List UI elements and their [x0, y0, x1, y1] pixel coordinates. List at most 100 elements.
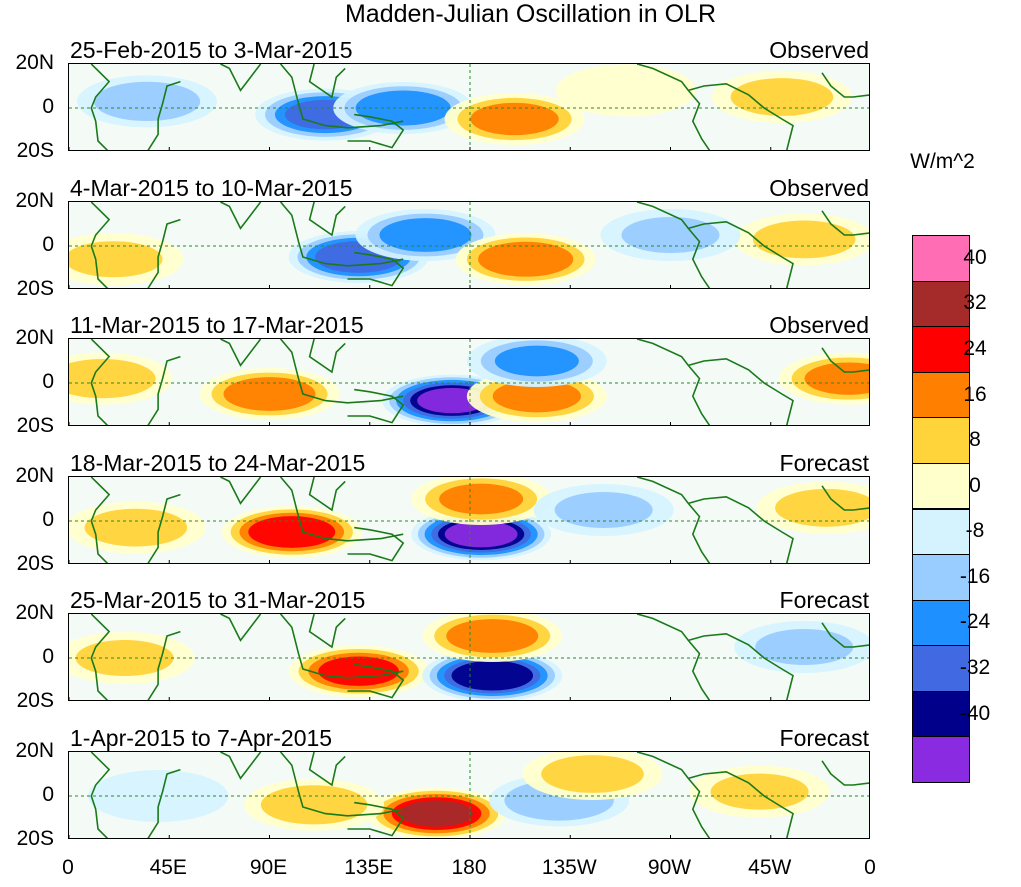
panel-date-range: 11-Mar-2015 to 17-Mar-2015 — [70, 312, 364, 338]
colorbar-label: -8 — [965, 519, 985, 543]
map-panel: 11-Mar-2015 to 17-Mar-2015 Observed 20N 0 20… — [0, 312, 880, 452]
anomaly-contour — [355, 90, 451, 126]
coastline — [688, 357, 794, 425]
colorbar-label: 8 — [969, 428, 981, 452]
anomaly-contour — [69, 240, 163, 277]
coastline — [220, 476, 262, 505]
coastline — [347, 801, 405, 837]
map-panel: 18-Mar-2015 to 24-Mar-2015 Forecast 20N 0 20… — [0, 450, 880, 590]
coastline — [636, 614, 711, 700]
coastline — [688, 220, 794, 288]
x-tick-label: 90W — [647, 856, 692, 879]
anomaly-contour — [730, 78, 834, 116]
y-tick-label: 20S — [16, 414, 54, 437]
y-tick-label: 0 — [42, 370, 54, 393]
anomaly-contour — [775, 488, 869, 527]
x-tick-label: 45W — [748, 856, 792, 879]
y-tick-label: 20S — [16, 551, 54, 575]
olr-map — [68, 63, 870, 151]
coastline — [821, 484, 869, 511]
colorbar-swatch — [912, 371, 970, 419]
coastline — [636, 64, 711, 150]
coastline — [821, 209, 869, 236]
anomaly-contour — [492, 380, 581, 413]
colorbar-swatch — [912, 326, 970, 373]
coastline — [90, 339, 111, 425]
colorbar-label: -40 — [959, 701, 991, 725]
x-tick-label: 90E — [249, 856, 288, 879]
y-tick-label: 20N — [15, 188, 54, 212]
panel-type-label: Forecast — [779, 449, 869, 476]
anomaly-contour — [439, 483, 524, 514]
coastline — [90, 751, 111, 838]
coastline — [279, 339, 404, 404]
colorbar-label: -16 — [959, 564, 991, 588]
colorbar-label: 24 — [963, 336, 987, 360]
colorbar-units: W/m^2 — [910, 150, 975, 173]
chart-title: Madden-Julian Oscillation in OLR — [344, 0, 716, 28]
anomaly-contour — [318, 656, 399, 686]
olr-map-svg — [69, 476, 869, 563]
y-tick-label: 20N — [15, 463, 54, 487]
coastline — [688, 82, 794, 150]
y-tick-label: 0 — [42, 645, 54, 668]
coastline — [147, 218, 181, 288]
coastline — [821, 72, 869, 98]
colorbar-swatch — [912, 736, 970, 783]
x-tick-label: 0 — [62, 856, 74, 879]
anomaly-contour — [400, 799, 473, 827]
olr-map-svg — [69, 201, 869, 288]
colorbar-label: 40 — [963, 245, 987, 269]
coastline — [347, 251, 405, 287]
panel-date-range: 25-Mar-2015 to 31-Mar-2015 — [70, 587, 366, 613]
coastline — [147, 355, 181, 425]
olr-map-svg — [69, 339, 869, 425]
panel-date-range: 4-Mar-2015 to 10-Mar-2015 — [70, 174, 353, 201]
coastline — [347, 113, 405, 149]
coastline — [220, 64, 262, 92]
coastline — [279, 476, 404, 542]
x-tick-label: 45E — [149, 856, 187, 879]
colorbar-swatch — [912, 462, 970, 510]
y-tick-label: 0 — [42, 782, 54, 806]
coastline — [279, 64, 404, 129]
olr-map — [68, 750, 870, 839]
map-panel: 1-Apr-2015 to 7-Apr-2015 Forecast 20N 0 20S — [0, 725, 880, 865]
coastline — [147, 630, 181, 700]
colorbar-label: 32 — [963, 291, 987, 315]
y-tick-label: 20N — [15, 326, 54, 349]
anomaly-contour — [554, 491, 653, 528]
colorbar-label: -24 — [959, 610, 991, 634]
panel-date-range: 25-Feb-2015 to 3-Mar-2015 — [70, 37, 353, 63]
olr-map — [68, 338, 870, 426]
colorbar-swatch — [912, 417, 970, 464]
colorbar-swatch — [912, 645, 970, 692]
coastline — [220, 201, 262, 230]
anomaly-contour — [541, 754, 644, 793]
anomaly-contour — [69, 359, 156, 399]
coastline — [636, 751, 711, 838]
coastline — [90, 614, 111, 700]
coastline — [279, 751, 404, 817]
colorbar-label: 0 — [969, 473, 981, 497]
anomaly-contour — [555, 64, 696, 117]
y-tick-label: 20S — [16, 139, 54, 162]
coastline — [220, 614, 262, 642]
coastline — [308, 339, 346, 374]
panel-type-label: Observed — [769, 174, 869, 201]
coastline — [308, 614, 346, 649]
y-tick-label: 0 — [42, 232, 54, 256]
colorbar-swatch — [912, 280, 970, 328]
coastline — [688, 495, 794, 563]
olr-map — [68, 475, 870, 564]
coastline — [220, 751, 262, 780]
panel-type-label: Forecast — [779, 587, 869, 613]
colorbar-swatch — [912, 554, 970, 601]
panel-type-label: Observed — [769, 312, 869, 338]
coastline — [821, 759, 869, 786]
colorbar — [912, 235, 972, 783]
anomaly-contour — [755, 629, 854, 665]
map-panel: 25-Mar-2015 to 31-Mar-2015 Forecast 20N 0 20… — [0, 587, 880, 727]
anomaly-contour — [621, 216, 720, 253]
y-tick-label: 20S — [16, 689, 54, 712]
